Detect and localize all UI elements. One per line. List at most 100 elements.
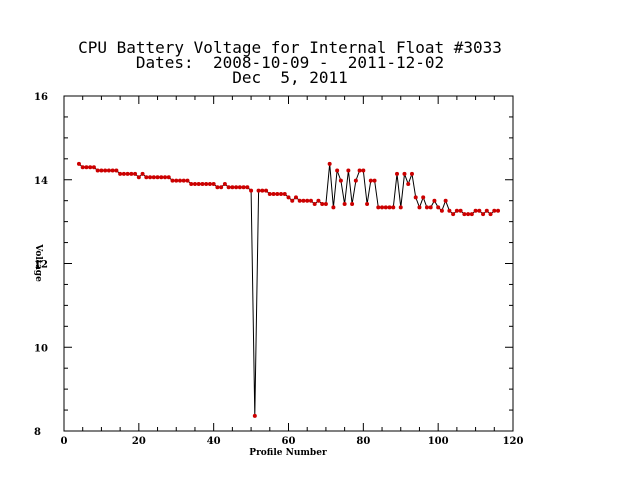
data-point xyxy=(230,185,235,190)
data-point xyxy=(144,175,149,180)
data-point xyxy=(76,161,81,166)
data-point xyxy=(413,195,418,200)
data-point xyxy=(481,212,486,217)
data-point xyxy=(316,198,321,203)
data-point xyxy=(256,188,261,193)
data-point xyxy=(166,175,171,180)
data-point xyxy=(234,185,239,190)
data-point xyxy=(80,165,85,170)
data-point xyxy=(159,175,164,180)
data-point xyxy=(406,181,411,186)
y-tick-label: 14 xyxy=(34,176,48,187)
x-tick-label: 0 xyxy=(61,436,68,447)
plot-frame xyxy=(63,95,514,432)
data-point xyxy=(215,185,220,190)
data-point xyxy=(484,208,489,213)
data-point xyxy=(241,185,246,190)
data-point xyxy=(454,208,459,213)
data-point xyxy=(267,191,272,196)
data-point xyxy=(148,175,153,180)
data-point xyxy=(469,212,474,217)
x-tick-label: 60 xyxy=(282,436,296,447)
data-point xyxy=(368,178,373,183)
data-point xyxy=(133,171,138,176)
data-point xyxy=(114,168,119,173)
y-tick-label: 12 xyxy=(34,260,48,271)
data-point xyxy=(260,188,265,193)
x-tick-label: 80 xyxy=(356,436,370,447)
chart-title: CPU Battery Voltage for Internal Float #… xyxy=(78,38,502,57)
chart-subtitle-dates: Dates: 2008-10-09 - 2011-12-02 xyxy=(135,53,445,72)
data-point xyxy=(417,205,422,210)
data-point xyxy=(305,198,310,203)
data-point xyxy=(458,208,463,213)
data-point xyxy=(181,178,186,183)
data-point xyxy=(155,175,160,180)
data-point xyxy=(365,202,370,207)
data-point xyxy=(395,171,400,176)
data-point xyxy=(211,181,216,186)
data-point xyxy=(447,208,452,213)
data-point xyxy=(443,198,448,203)
data-point xyxy=(488,212,493,217)
data-point xyxy=(264,188,269,193)
x-tick-label: 40 xyxy=(207,436,221,447)
data-point xyxy=(282,191,287,196)
data-point xyxy=(192,181,197,186)
data-point xyxy=(320,202,325,207)
data-point xyxy=(357,168,362,173)
data-point xyxy=(424,205,429,210)
data-point xyxy=(451,212,456,217)
data-point xyxy=(428,205,433,210)
data-point xyxy=(237,185,242,190)
data-point xyxy=(308,198,313,203)
data-point xyxy=(376,205,381,210)
data-point xyxy=(338,178,343,183)
y-axis-label: Voltage xyxy=(33,243,43,282)
x-tick-label: 20 xyxy=(132,436,146,447)
data-point xyxy=(297,198,302,203)
data-point xyxy=(189,181,194,186)
chart-subtitle-date: Dec 5, 2011 xyxy=(232,68,348,87)
data-point xyxy=(174,178,179,183)
data-point xyxy=(200,181,205,186)
data-point xyxy=(402,171,407,176)
data-point xyxy=(286,195,291,200)
data-point xyxy=(398,205,403,210)
data-point xyxy=(110,168,115,173)
data-point xyxy=(151,175,156,180)
data-point xyxy=(323,202,328,207)
data-point xyxy=(170,178,175,183)
data-point xyxy=(129,171,134,176)
data-point xyxy=(342,202,347,207)
data-point xyxy=(185,178,190,183)
data-point xyxy=(350,202,355,207)
data-point xyxy=(275,191,280,196)
data-point xyxy=(99,168,104,173)
data-point xyxy=(249,188,254,193)
data-point xyxy=(196,181,201,186)
data-point xyxy=(432,198,437,203)
y-tick-label: 10 xyxy=(34,343,48,354)
y-tick-label: 8 xyxy=(34,427,41,438)
data-point xyxy=(207,181,212,186)
data-point xyxy=(409,171,414,176)
data-point xyxy=(462,212,467,217)
data-point xyxy=(163,175,168,180)
data-point xyxy=(346,168,351,173)
x-axis-label: Profile Number xyxy=(249,448,327,458)
data-point xyxy=(353,178,358,183)
data-point xyxy=(106,168,111,173)
data-point xyxy=(118,171,123,176)
data-point xyxy=(136,175,141,180)
data-point xyxy=(331,205,336,210)
data-point xyxy=(380,205,385,210)
data-point xyxy=(271,191,276,196)
data-point xyxy=(290,198,295,203)
data-point xyxy=(91,165,96,170)
data-point xyxy=(327,161,332,166)
data-point xyxy=(252,413,257,418)
data-point xyxy=(335,168,340,173)
data-point xyxy=(492,208,497,213)
